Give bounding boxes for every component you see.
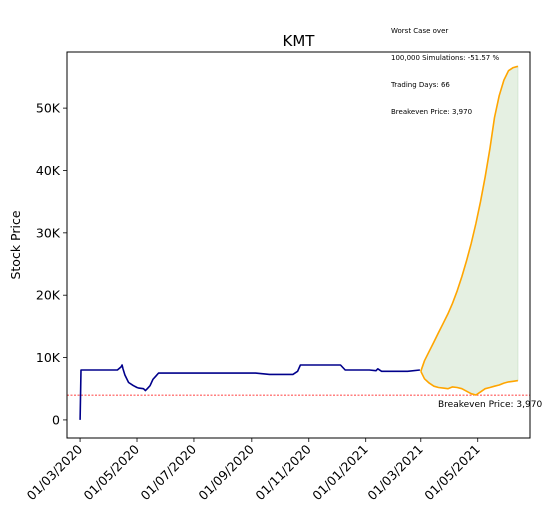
x-tick-label: 01/01/2021	[309, 442, 371, 504]
y-tick-label: 40K	[36, 163, 61, 178]
projection-lower-line	[420, 370, 519, 396]
x-tick-label: 01/03/2020	[24, 441, 86, 503]
y-tick-label: 0	[52, 412, 60, 427]
y-tick-label: 20K	[36, 288, 61, 303]
y-tick-label: 10K	[36, 350, 61, 365]
x-tick-label: 01/09/2020	[195, 441, 257, 503]
simulation-note: Worst Case over 100,000 Simulations: -51…	[391, 9, 499, 126]
y-tick-label: 50K	[36, 101, 61, 116]
axis-layer: 010K20K30K40K50K01/03/202001/05/202001/0…	[24, 101, 483, 503]
x-tick-label: 01/11/2020	[252, 441, 314, 503]
projection-upper-line	[420, 65, 519, 372]
breakeven-label: Breakeven Price: 3,970	[438, 400, 542, 410]
x-tick-label: 01/03/2021	[364, 442, 426, 504]
historical-price-line	[79, 364, 420, 420]
x-tick-label: 01/05/2021	[421, 442, 483, 504]
series-layer	[67, 65, 530, 420]
x-tick-label: 01/07/2020	[138, 441, 200, 503]
y-tick-label: 30K	[36, 225, 61, 240]
note-line: Worst Case over	[391, 27, 449, 35]
x-tick-label: 01/05/2020	[81, 441, 143, 503]
note-line: Breakeven Price: 3,970	[391, 108, 473, 116]
plot-frame	[66, 51, 531, 439]
chart-title: KMT	[283, 32, 316, 50]
note-line: Trading Days: 66	[391, 81, 450, 89]
note-line: 100,000 Simulations: -51.57 %	[391, 54, 500, 62]
y-axis-label: Stock Price	[8, 210, 23, 279]
